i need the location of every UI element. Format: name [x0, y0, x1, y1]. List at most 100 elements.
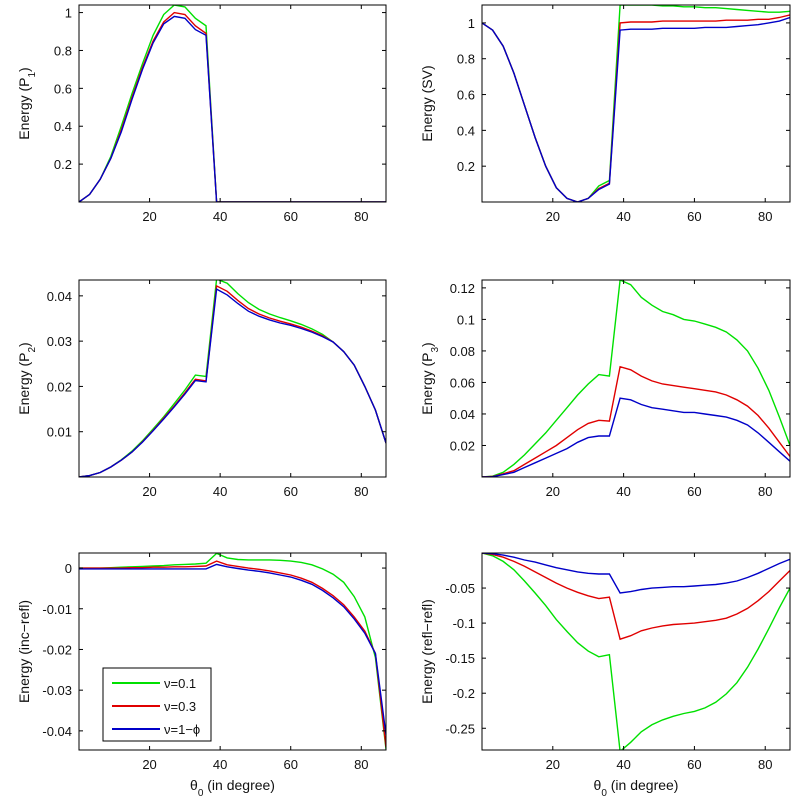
- y-tick-label: 0.6: [54, 81, 72, 96]
- y-tick-label: -0.2: [453, 686, 475, 701]
- x-tick-label: 40: [616, 209, 630, 224]
- x-tick-label: 80: [354, 484, 368, 499]
- y-axis-label: Energy (P1): [16, 67, 38, 139]
- y-tick-label: 0.4: [457, 123, 475, 138]
- y-axis-label: Energy (inc−refl): [16, 600, 32, 703]
- series-line-3: [482, 16, 790, 202]
- y-tick-label: -0.03: [42, 683, 72, 698]
- x-tick-label: 40: [213, 757, 227, 772]
- y-tick-label: -0.1: [453, 616, 475, 631]
- y-axis-label: Energy (P2): [16, 342, 38, 414]
- x-tick-label: 80: [758, 209, 772, 224]
- y-tick-label: 1: [65, 6, 72, 21]
- y-axis-label-main: Energy (P: [419, 352, 435, 414]
- y-tick-label: 0.4: [54, 119, 72, 134]
- series-line-1: [482, 5, 790, 202]
- subplot-5: 20 40 60 80 -0.04 -0.03 -0.02 -0.01 0 Energy (inc…: [16, 552, 387, 799]
- y-tick-label: -0.02: [42, 642, 72, 657]
- series-line-3: [482, 397, 790, 477]
- x-tick-label: 60: [687, 757, 701, 772]
- y-tick-label: 0: [65, 561, 72, 576]
- x-tick-label: 80: [354, 209, 368, 224]
- x-axis-label-end: (in degree): [607, 777, 679, 793]
- y-tick-label: 0.1: [457, 312, 475, 327]
- y-tick-label: 0.03: [47, 334, 72, 349]
- y-tick-label: -0.05: [445, 581, 475, 596]
- legend: ν=0.1 ν=0.3 ν=1−ϕ: [102, 667, 212, 742]
- y-axis-label: Energy (P3): [419, 342, 441, 414]
- axes-box: [78, 552, 387, 751]
- series-line-2: [482, 553, 790, 641]
- y-tick-label: 0.12: [450, 281, 475, 296]
- x-axis-label-subscript: 0: [198, 788, 204, 799]
- y-tick-label: 0.2: [457, 159, 475, 174]
- legend-label: ν=0.1: [164, 676, 196, 691]
- y-axis-label-main: Energy (P: [16, 77, 32, 139]
- y-axis-label-subscript: 2: [27, 346, 38, 352]
- y-tick-label: -0.15: [445, 651, 475, 666]
- x-axis-label-main: θ: [190, 777, 198, 793]
- y-tick-label: 0.04: [47, 289, 72, 304]
- y-tick-label: -0.04: [42, 724, 72, 739]
- y-tick-label: -0.01: [42, 602, 72, 617]
- x-tick-label: 20: [546, 209, 560, 224]
- series-line-1: [79, 5, 386, 202]
- y-tick-label: 0.8: [54, 43, 72, 58]
- x-tick-label: 80: [758, 484, 772, 499]
- y-tick-label: 0.6: [457, 88, 475, 103]
- subplot-4: 20 40 60 80 0.02 0.04 0.06 0.08 0.1 0.12 Energy (P…: [419, 279, 791, 499]
- x-tick-label: 20: [546, 757, 560, 772]
- y-tick-label: 0.08: [450, 344, 475, 359]
- series-line-2: [79, 11, 386, 202]
- axes-box: [78, 279, 387, 478]
- series-line-3: [79, 15, 386, 202]
- subplot-6: 20 40 60 80 -0.25 -0.2 -0.15 -0.1 -0.05 Energy (r…: [419, 552, 791, 799]
- y-tick-label: 0.04: [450, 407, 475, 422]
- x-tick-label: 20: [142, 484, 156, 499]
- y-tick-label: 0.01: [47, 425, 72, 440]
- legend-label: ν=0.3: [164, 699, 196, 714]
- y-axis-label-subscript: 1: [27, 71, 38, 77]
- series-line-1: [482, 280, 790, 477]
- y-axis-label-main: Energy (inc−refl): [16, 600, 32, 703]
- y-axis-label-end: ): [16, 67, 32, 72]
- x-tick-label: 60: [687, 484, 701, 499]
- series-line-3: [79, 563, 386, 735]
- subplot-3: 20 40 60 80 0.01 0.02 0.03 0.04 Energy (P2): [16, 279, 387, 499]
- y-axis-label: Energy (SV): [419, 65, 435, 141]
- x-tick-label: 40: [213, 484, 227, 499]
- y-axis-label: Energy (refl−refl): [419, 599, 435, 704]
- x-tick-label: 20: [142, 757, 156, 772]
- x-axis-label-subscript: 0: [601, 788, 607, 799]
- x-axis-label: θ0 (in degree): [190, 777, 275, 799]
- y-axis-label-end: ): [16, 342, 32, 347]
- series-line-2: [482, 14, 790, 202]
- y-axis-label-main: Energy (SV): [419, 65, 435, 141]
- axes-box: [481, 552, 791, 751]
- x-tick-label: 60: [687, 209, 701, 224]
- series-line-2: [482, 365, 790, 477]
- y-tick-label: -0.25: [445, 721, 475, 736]
- axes-box: [481, 4, 791, 203]
- series-line-3: [79, 287, 386, 477]
- y-tick-label: 1: [468, 16, 475, 31]
- series-line-2: [79, 284, 386, 477]
- series-line-1: [79, 553, 386, 750]
- series-line-1: [482, 553, 790, 750]
- x-axis-label-main: θ: [594, 777, 602, 793]
- series-line-1: [79, 280, 386, 477]
- y-axis-label-main: Energy (P: [16, 352, 32, 414]
- x-axis-label-end: (in degree): [203, 777, 275, 793]
- x-tick-label: 20: [142, 209, 156, 224]
- y-tick-label: 0.02: [450, 438, 475, 453]
- x-axis-label: θ0 (in degree): [594, 777, 679, 799]
- x-tick-label: 60: [283, 757, 297, 772]
- y-tick-label: 0.06: [450, 375, 475, 390]
- x-tick-label: 60: [283, 484, 297, 499]
- y-axis-label-main: Energy (refl−refl): [419, 599, 435, 704]
- subplot-2: 20 40 60 80 0.2 0.4 0.6 0.8 1 Energy (SV): [419, 4, 791, 224]
- series-line-2: [79, 560, 386, 748]
- axes-box: [78, 4, 387, 203]
